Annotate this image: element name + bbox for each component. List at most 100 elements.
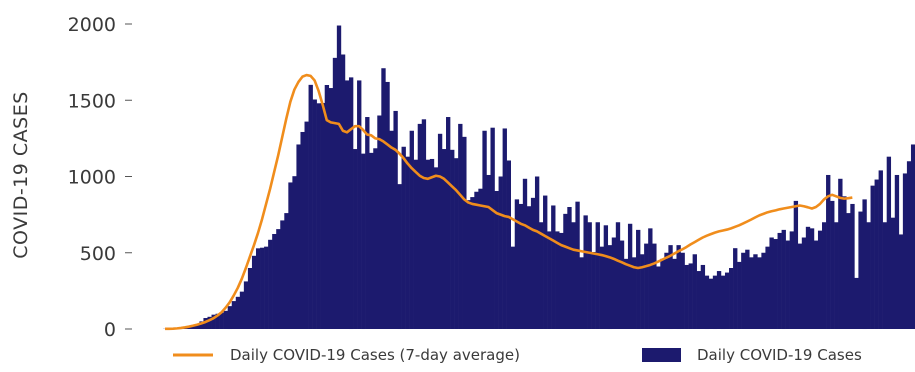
daily-cases-bar [559,232,564,329]
daily-cases-bar [822,222,827,329]
daily-cases-bar [227,306,233,330]
daily-cases-bar [332,57,338,330]
daily-cases-bar [409,130,414,329]
daily-cases-bar [870,185,875,329]
daily-cases-bar [312,99,317,330]
bar-series [163,25,915,330]
daily-cases-bar [393,110,398,330]
daily-cases-bar [660,258,665,329]
daily-cases-bar [846,213,851,329]
daily-cases-bar [898,234,904,329]
daily-cases-bar [830,200,835,329]
legend: Daily COVID-19 Cases (7-day average) Dai… [173,346,862,364]
daily-cases-bar [882,222,887,329]
daily-cases-bar [534,176,540,329]
daily-cases-bar [243,281,249,329]
daily-cases-bar [365,117,370,329]
daily-cases-bar [850,203,855,329]
daily-cases-bar [260,247,265,329]
daily-cases-bar [389,130,394,329]
daily-cases-bar [235,296,241,329]
daily-cases-bar [591,251,596,329]
daily-cases-bar [304,121,309,329]
daily-cases-bar [571,222,576,329]
daily-cases-bar [417,123,423,329]
daily-cases-bar [353,149,358,329]
daily-cases-bar [789,231,795,329]
daily-cases-bar [308,84,313,329]
daily-cases-bar [474,191,479,329]
daily-cases-bar [696,271,702,329]
daily-cases-bar [688,263,693,329]
daily-cases-bar [668,245,673,330]
daily-cases-bar [886,156,892,329]
daily-cases-bar [910,144,915,329]
daily-cases-bar [223,310,228,329]
daily-cases-bar [704,275,710,330]
daily-cases-bar [761,252,766,329]
daily-cases-bar [813,240,819,329]
daily-cases-bar [207,316,212,329]
daily-cases-bar [255,248,261,329]
daily-cases-bar [785,240,790,329]
y-tick-label: 2000 [68,14,116,36]
daily-cases-bar [486,174,491,329]
daily-cases-bar [567,207,572,329]
daily-cases-bar [348,77,354,330]
daily-cases-bar [247,268,253,329]
daily-cases-bar [712,275,718,330]
daily-cases-bar [854,277,859,329]
daily-cases-bar [191,325,196,329]
daily-cases-bar [866,222,871,329]
legend-label-daily: Daily COVID-19 Cases [697,346,862,364]
daily-cases-bar [708,278,714,329]
daily-cases-bar [183,328,188,329]
daily-cases-bar [599,246,604,329]
daily-cases-bar [498,176,503,329]
daily-cases-bar [737,261,742,329]
daily-cases-bar [490,127,495,329]
daily-cases-bar [724,272,730,329]
daily-cases-bar [373,148,378,329]
daily-cases-bar [526,206,532,329]
daily-cases-bar [320,103,326,329]
daily-cases-bar [478,188,483,329]
daily-cases-bar [640,254,645,329]
daily-cases-bar [316,103,321,329]
daily-cases-bar [377,115,382,329]
daily-cases-bar [385,81,390,329]
daily-cases-bar [506,160,511,329]
daily-cases-bar [745,249,750,329]
daily-cases-bar [284,213,289,329]
daily-cases-bar [555,231,560,329]
daily-cases-bar [672,258,677,329]
daily-cases-bar [838,178,843,329]
y-axis: 0 500 1000 1500 2000 [68,14,132,341]
line-series [165,73,853,331]
y-tick-label: 1500 [68,90,116,112]
daily-cases-bar [211,314,216,329]
daily-cases-bar [878,170,883,329]
daily-cases-bar [603,225,609,329]
daily-cases-bar [539,222,544,329]
daily-cases-bar [595,222,600,329]
daily-cases-bar [563,213,568,329]
daily-cases-bar [288,182,293,329]
daily-cases-bar [450,149,455,329]
daily-cases-bar [644,243,649,329]
daily-cases-bar [543,195,548,329]
daily-cases-bar [757,257,762,329]
daily-cases-bar [826,174,831,329]
daily-cases-bar [749,257,754,329]
daily-cases-bar [862,199,867,330]
daily-cases-bar [607,245,613,330]
daily-cases-bar [357,80,362,330]
daily-cases-bar [801,237,807,329]
daily-cases-bar [324,85,330,329]
daily-cases-bar [421,119,427,329]
daily-cases-bar [664,252,669,329]
daily-cases-bar [215,313,220,329]
daily-cases-bar [292,176,297,329]
daily-cases-bar [623,258,629,329]
daily-cases-bar [834,222,839,329]
